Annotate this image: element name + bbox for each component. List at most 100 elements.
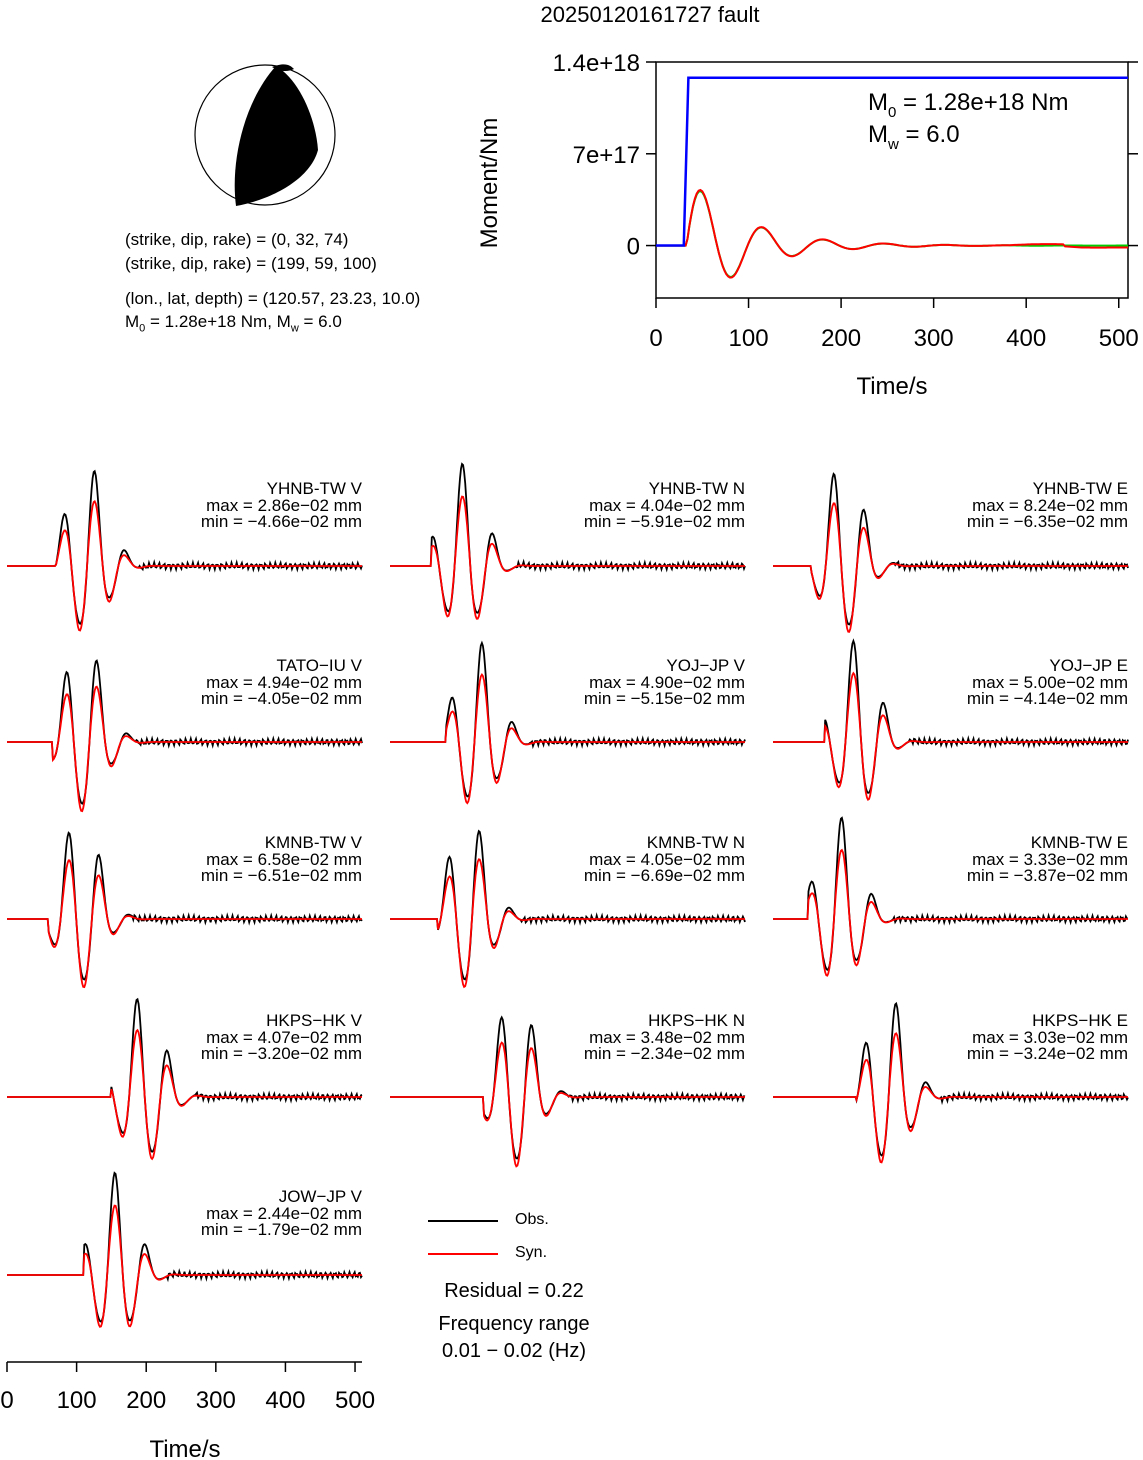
- station-max-label: max = 2.44e−02 mm: [206, 1204, 362, 1223]
- station-min-label: min = −5.91e−02 mm: [584, 512, 745, 531]
- moment-xlabel: Time/s: [856, 373, 927, 400]
- synthetic-trace: [7, 1204, 362, 1328]
- moment-xtick-label: 0: [649, 325, 662, 352]
- station-label: KMNB-TW E: [1031, 833, 1128, 852]
- bottom-xtick-label: 100: [57, 1387, 97, 1414]
- hypocenter-location: (lon., lat, depth) = (120.57, 23.23, 10.…: [125, 289, 421, 308]
- station-label: TATO−IU V: [277, 656, 363, 675]
- moment-xtick-label: 100: [729, 325, 769, 352]
- red-moment-rate-curve: [656, 188, 1128, 279]
- synthetic-trace: [390, 672, 745, 805]
- station-label: JOW−JP V: [279, 1187, 363, 1206]
- synthetic-trace: [773, 502, 1128, 633]
- station-label: YOJ−JP E: [1049, 656, 1128, 675]
- moment-annot-mw: Mw = 6.0: [868, 121, 960, 153]
- moment-plot-frame: [655, 61, 1129, 299]
- bottom-xlabel: Time/s: [149, 1436, 220, 1460]
- legend-obs-label: Obs.: [515, 1211, 549, 1228]
- station-label: HKPS−HK E: [1032, 1011, 1128, 1030]
- synthetic-trace: [390, 1041, 745, 1168]
- beachball: [194, 64, 336, 206]
- station-min-label: min = −5.15e−02 mm: [584, 689, 745, 708]
- moment-ytick-label: 0: [627, 234, 640, 261]
- synthetic-trace: [7, 1028, 362, 1161]
- station-label: YHNB-TW E: [1033, 479, 1128, 498]
- station-max-label: max = 4.07e−02 mm: [206, 1028, 362, 1047]
- cumulative-moment-curve: [656, 76, 1128, 247]
- moment-xtick-label: 500: [1099, 325, 1139, 352]
- observed-trace: [390, 640, 746, 798]
- frequency-range-value: 0.01 − 0.02 (Hz): [442, 1340, 586, 1362]
- moment-magnitude-line: M0 = 1.28e+18 Nm, Mw = 6.0: [125, 312, 342, 335]
- synthetic-trace: [7, 859, 362, 989]
- synthetic-trace: [390, 858, 745, 989]
- station-label: KMNB-TW V: [265, 833, 363, 852]
- synthetic-trace: [773, 848, 1128, 977]
- station-label: YHNB-TW V: [267, 479, 363, 498]
- legend-syn-label: Syn.: [515, 1244, 548, 1261]
- moment-ytick-label: 7e+17: [573, 142, 640, 169]
- synthetic-trace: [773, 671, 1128, 802]
- station-min-label: min = −6.35e−02 mm: [967, 512, 1128, 531]
- moment-xtick-label: 200: [821, 325, 861, 352]
- station-max-label: max = 3.33e−02 mm: [972, 850, 1128, 869]
- residual-text: Residual = 0.22: [444, 1280, 584, 1302]
- station-min-label: min = −3.87e−02 mm: [967, 866, 1128, 885]
- station-min-label: min = −1.79e−02 mm: [201, 1220, 362, 1239]
- station-label: HKPS−HK V: [266, 1011, 363, 1030]
- station-min-label: min = −4.66e−02 mm: [201, 512, 362, 531]
- station-label: YHNB-TW N: [649, 479, 745, 498]
- nodal-plane-1: (strike, dip, rake) = (0, 32, 74): [125, 230, 349, 249]
- bottom-xtick-label: 400: [265, 1387, 305, 1414]
- station-max-label: max = 4.05e−02 mm: [589, 850, 745, 869]
- page-title: 20250120161727 fault: [540, 2, 760, 27]
- bottom-xtick-label: 300: [196, 1387, 236, 1414]
- moment-xtick-label: 300: [914, 325, 954, 352]
- synthetic-trace: [773, 1032, 1128, 1164]
- bottom-xtick-label: 200: [126, 1387, 166, 1414]
- observed-trace: [390, 829, 746, 981]
- station-min-label: min = −3.24e−02 mm: [967, 1044, 1128, 1063]
- station-min-label: min = −4.14e−02 mm: [967, 689, 1128, 708]
- moment-xtick-label: 400: [1006, 325, 1046, 352]
- station-min-label: min = −6.69e−02 mm: [584, 866, 745, 885]
- station-max-label: max = 4.94e−02 mm: [206, 673, 362, 692]
- station-label: YOJ−JP V: [666, 656, 745, 675]
- moment-function-plot: 0 7e+17 1.4e+18 0 100 200 300 400 500 M0 = 1.28e…: [476, 50, 1139, 400]
- station-max-label: max = 4.04e−02 mm: [589, 496, 745, 515]
- station-max-label: max = 8.24e−02 mm: [972, 496, 1128, 515]
- bottom-time-axis: 0 100 200 300 400 500 Time/s: [0, 1361, 375, 1460]
- station-max-label: max = 6.58e−02 mm: [206, 850, 362, 869]
- moment-annot-m0: M0 = 1.28e+18 Nm: [868, 89, 1068, 121]
- bottom-xtick-label: 500: [335, 1387, 375, 1414]
- legend-lines: [428, 1220, 498, 1255]
- synthetic-trace: [390, 495, 745, 620]
- station-label: KMNB-TW N: [647, 833, 745, 852]
- station-label: HKPS−HK N: [648, 1011, 745, 1030]
- moment-ytick-label: 1.4e+18: [553, 50, 640, 77]
- station-min-label: min = −2.34e−02 mm: [584, 1044, 745, 1063]
- nodal-plane-2: (strike, dip, rake) = (199, 59, 100): [125, 254, 377, 273]
- station-max-label: max = 3.48e−02 mm: [589, 1028, 745, 1047]
- station-min-label: min = −3.20e−02 mm: [201, 1044, 362, 1063]
- station-min-label: min = −6.51e−02 mm: [201, 866, 362, 885]
- moment-ylabel: Moment/Nm: [476, 118, 503, 249]
- bottom-xtick-label: 0: [0, 1387, 13, 1414]
- station-min-label: min = −4.05e−02 mm: [201, 689, 362, 708]
- synthetic-trace: [7, 685, 362, 813]
- synthetic-trace: [7, 500, 362, 632]
